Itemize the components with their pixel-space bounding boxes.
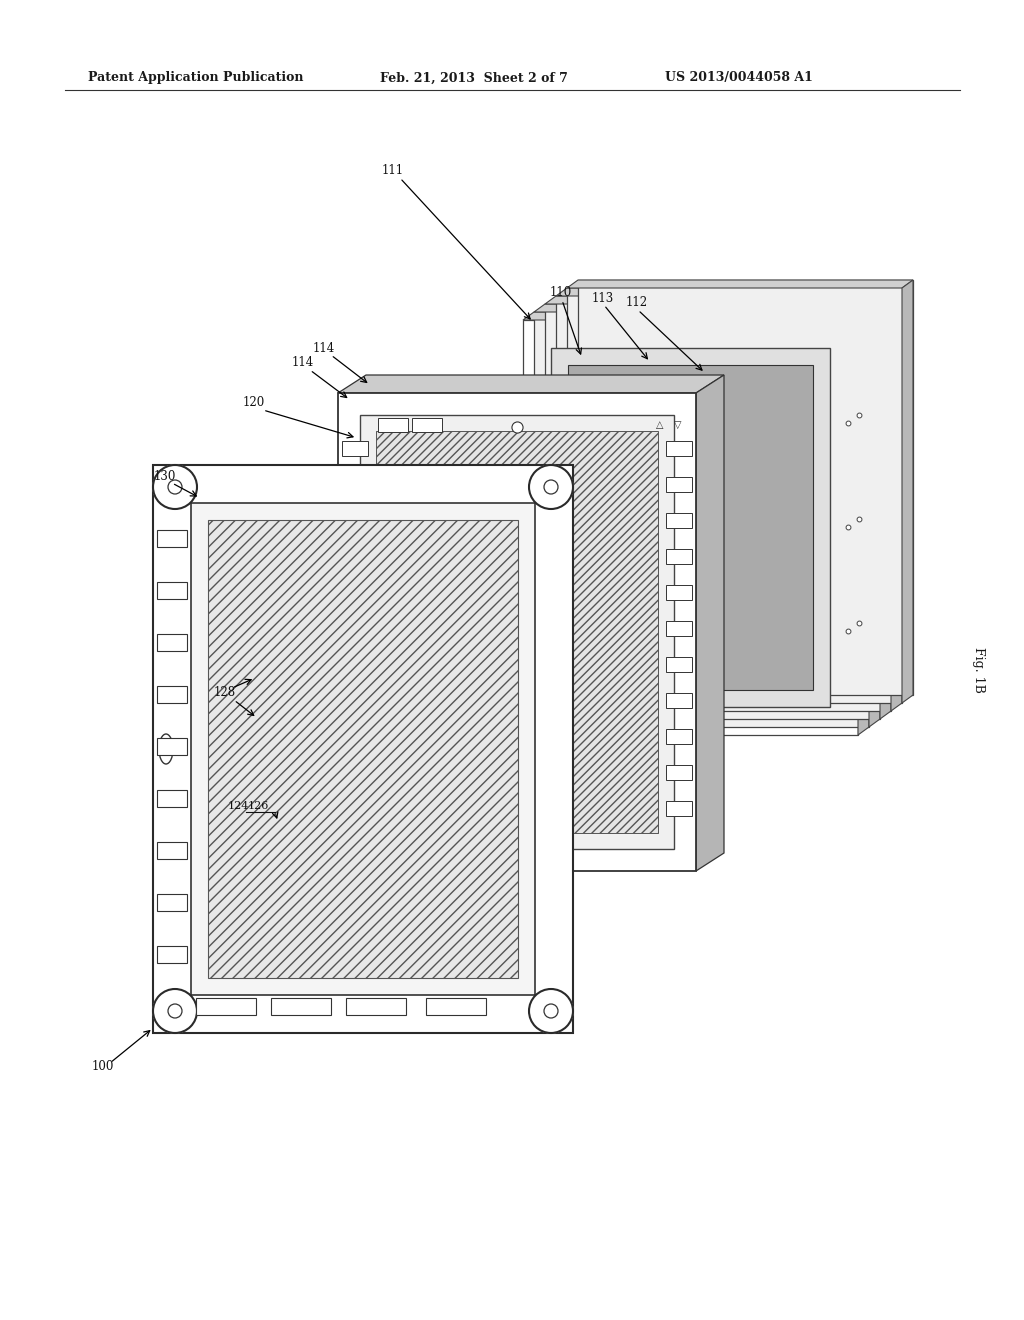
Text: 113: 113 xyxy=(592,292,614,305)
Bar xyxy=(666,620,692,636)
Bar xyxy=(157,531,187,546)
Bar xyxy=(346,998,406,1015)
Bar xyxy=(666,585,692,601)
Bar xyxy=(453,846,481,861)
Bar xyxy=(666,766,692,780)
Text: ▽: ▽ xyxy=(674,420,682,430)
Bar xyxy=(342,729,368,744)
Polygon shape xyxy=(869,304,880,727)
Bar xyxy=(342,549,368,564)
Circle shape xyxy=(544,1005,558,1018)
Polygon shape xyxy=(545,304,880,719)
Polygon shape xyxy=(902,280,913,704)
Text: 130: 130 xyxy=(154,470,176,483)
Bar xyxy=(342,441,368,455)
Polygon shape xyxy=(696,375,724,871)
Polygon shape xyxy=(153,465,573,1034)
Polygon shape xyxy=(523,319,858,735)
Text: 111: 111 xyxy=(382,164,404,177)
Bar xyxy=(666,477,692,492)
Text: Fig. 1B: Fig. 1B xyxy=(972,647,984,693)
Bar xyxy=(417,846,445,861)
Circle shape xyxy=(153,465,197,510)
Circle shape xyxy=(529,465,573,510)
Polygon shape xyxy=(880,296,891,719)
Bar xyxy=(426,998,486,1015)
Polygon shape xyxy=(338,393,696,871)
Polygon shape xyxy=(534,312,869,727)
Bar xyxy=(342,585,368,601)
Polygon shape xyxy=(556,296,891,711)
Bar xyxy=(342,766,368,780)
Polygon shape xyxy=(556,288,902,296)
Text: 124: 124 xyxy=(228,801,250,810)
Polygon shape xyxy=(578,280,913,696)
Polygon shape xyxy=(567,280,913,288)
Text: 114: 114 xyxy=(292,356,314,370)
Polygon shape xyxy=(376,432,658,833)
Circle shape xyxy=(529,989,573,1034)
Text: 100: 100 xyxy=(92,1060,115,1073)
Text: ▷: ▷ xyxy=(360,855,368,866)
Text: 114: 114 xyxy=(313,342,335,355)
Bar xyxy=(271,998,331,1015)
Polygon shape xyxy=(360,414,674,849)
Text: 120: 120 xyxy=(243,396,265,409)
Circle shape xyxy=(544,480,558,494)
Text: 110: 110 xyxy=(550,286,572,300)
Circle shape xyxy=(153,989,197,1034)
Polygon shape xyxy=(338,375,724,393)
Bar xyxy=(157,789,187,807)
Bar xyxy=(196,998,256,1015)
Bar xyxy=(342,477,368,492)
Bar xyxy=(157,686,187,704)
Polygon shape xyxy=(545,296,891,304)
Polygon shape xyxy=(208,520,518,978)
Text: ◁: ◁ xyxy=(342,855,350,866)
Text: △: △ xyxy=(656,420,664,430)
Bar xyxy=(381,846,409,861)
Polygon shape xyxy=(568,366,813,690)
Bar xyxy=(342,693,368,708)
Bar xyxy=(666,513,692,528)
Bar xyxy=(342,620,368,636)
Polygon shape xyxy=(523,312,869,319)
Text: Patent Application Publication: Patent Application Publication xyxy=(88,71,303,84)
Ellipse shape xyxy=(159,734,173,764)
Polygon shape xyxy=(534,304,880,312)
Bar xyxy=(157,738,187,755)
Bar xyxy=(666,729,692,744)
Text: US 2013/0044058 A1: US 2013/0044058 A1 xyxy=(665,71,813,84)
Bar xyxy=(666,441,692,455)
Bar xyxy=(666,693,692,708)
Circle shape xyxy=(168,1005,182,1018)
Circle shape xyxy=(168,480,182,494)
Text: Feb. 21, 2013  Sheet 2 of 7: Feb. 21, 2013 Sheet 2 of 7 xyxy=(380,71,568,84)
Bar xyxy=(342,657,368,672)
Text: 126: 126 xyxy=(248,801,269,810)
Bar xyxy=(666,657,692,672)
Bar xyxy=(157,634,187,651)
Polygon shape xyxy=(191,503,535,995)
Bar xyxy=(157,946,187,964)
Bar xyxy=(666,801,692,816)
Bar xyxy=(666,549,692,564)
Polygon shape xyxy=(858,312,869,735)
Bar xyxy=(349,846,377,861)
Bar xyxy=(157,894,187,911)
Polygon shape xyxy=(551,348,830,708)
Bar xyxy=(412,418,442,432)
Text: 128: 128 xyxy=(214,686,237,700)
Bar xyxy=(378,418,408,432)
Text: 112: 112 xyxy=(626,297,648,309)
Bar xyxy=(342,513,368,528)
Bar xyxy=(157,582,187,599)
Bar xyxy=(157,842,187,859)
Polygon shape xyxy=(891,288,902,711)
Bar xyxy=(342,801,368,816)
Polygon shape xyxy=(567,288,902,704)
